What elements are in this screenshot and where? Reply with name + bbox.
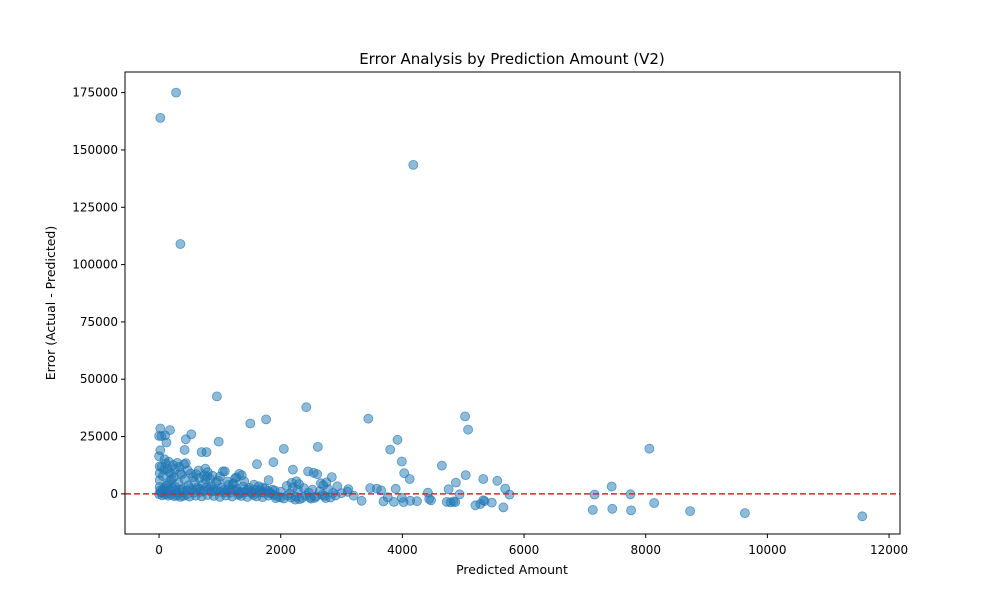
- scatter-point: [436, 460, 447, 471]
- scatter-point: [217, 466, 228, 477]
- scatter-point: [649, 498, 660, 508]
- y-tick-label: 75000: [80, 315, 118, 329]
- scatter-point: [412, 496, 422, 507]
- x-tick-label: 0: [155, 543, 163, 557]
- scatter-point: [378, 496, 389, 507]
- scatter-point: [179, 444, 190, 455]
- y-tick-label: 100000: [72, 258, 118, 272]
- plot-area: [124, 71, 901, 535]
- y-tick-label: 175000: [72, 86, 118, 100]
- scatter-point: [155, 113, 166, 123]
- y-tick-label: 0: [110, 487, 118, 501]
- scatter-point: [486, 497, 497, 508]
- scatter-point: [398, 497, 409, 508]
- x-axis-label: Predicted Amount: [456, 562, 568, 577]
- scatter-point: [213, 436, 224, 447]
- scatter-point: [287, 464, 298, 475]
- y-tick-label: 150000: [72, 143, 118, 157]
- y-tick-label: 125000: [72, 200, 118, 214]
- x-axis-ticks: 0 2000 4000 6000 8000 10000 12000: [155, 534, 908, 557]
- points-layer: [154, 87, 868, 522]
- scatter-point: [606, 481, 617, 492]
- scatter-point: [252, 459, 262, 470]
- chart-title: Error Analysis by Prediction Amount (V2): [359, 50, 665, 68]
- scatter-point: [180, 434, 191, 445]
- x-tick-label: 4000: [387, 543, 418, 557]
- scatter-point: [396, 456, 407, 467]
- scatter-point: [320, 493, 331, 503]
- scatter-point: [740, 508, 750, 518]
- scatter-point: [261, 414, 272, 425]
- y-axis-label: Error (Actual - Predicted): [43, 226, 58, 381]
- scatter-point: [587, 504, 598, 515]
- scatter-point: [201, 447, 212, 458]
- scatter-point: [385, 444, 396, 455]
- scatter-point: [392, 434, 403, 445]
- scatter-point: [356, 495, 367, 506]
- scatter-point: [607, 503, 618, 514]
- scatter-point: [301, 402, 312, 413]
- scatter-point: [245, 418, 256, 429]
- scatter-point: [460, 470, 471, 481]
- x-tick-label: 10000: [748, 543, 786, 557]
- scatter-point: [426, 495, 436, 506]
- scatter-point: [450, 497, 461, 508]
- plot-frame: [124, 71, 901, 535]
- x-tick-label: 2000: [265, 543, 296, 557]
- scatter-point: [626, 505, 636, 516]
- scatter-point: [644, 443, 655, 454]
- scatter-point: [236, 470, 247, 481]
- scatter-point: [470, 500, 481, 511]
- x-tick-label: 12000: [870, 543, 908, 557]
- y-axis-ticks: 0 25000 50000 75000 100000 125000 150000 175000: [72, 86, 125, 501]
- scatter-point: [268, 457, 279, 468]
- scatter-point: [463, 424, 474, 435]
- scatter-point: [443, 484, 454, 495]
- scatter-point: [450, 477, 461, 488]
- scatter-point: [404, 474, 415, 484]
- scatter-point: [388, 496, 399, 507]
- scatter-point: [376, 485, 387, 496]
- x-tick-label: 6000: [509, 543, 540, 557]
- y-tick-label: 25000: [80, 430, 118, 444]
- scatter-point: [460, 411, 471, 422]
- scatter-point: [161, 437, 172, 448]
- scatter-point: [478, 474, 489, 484]
- scatter-point: [211, 391, 222, 402]
- scatter-point: [263, 475, 274, 486]
- scatter-point: [498, 502, 509, 513]
- scatter-point: [342, 486, 353, 497]
- x-tick-label: 8000: [630, 543, 661, 557]
- scatter-point: [328, 488, 338, 498]
- scatter-point: [312, 469, 323, 480]
- scatter-point: [408, 159, 419, 170]
- scatter-point: [312, 441, 323, 452]
- scatter-point: [175, 239, 186, 249]
- scatter-point: [492, 475, 503, 486]
- scatter-point: [685, 506, 695, 517]
- scatter-point: [171, 87, 182, 98]
- y-tick-label: 50000: [80, 372, 118, 386]
- scatter-point: [363, 413, 374, 424]
- scatter-point: [857, 511, 868, 522]
- scatter-point: [390, 483, 401, 494]
- scatter-point: [278, 443, 289, 454]
